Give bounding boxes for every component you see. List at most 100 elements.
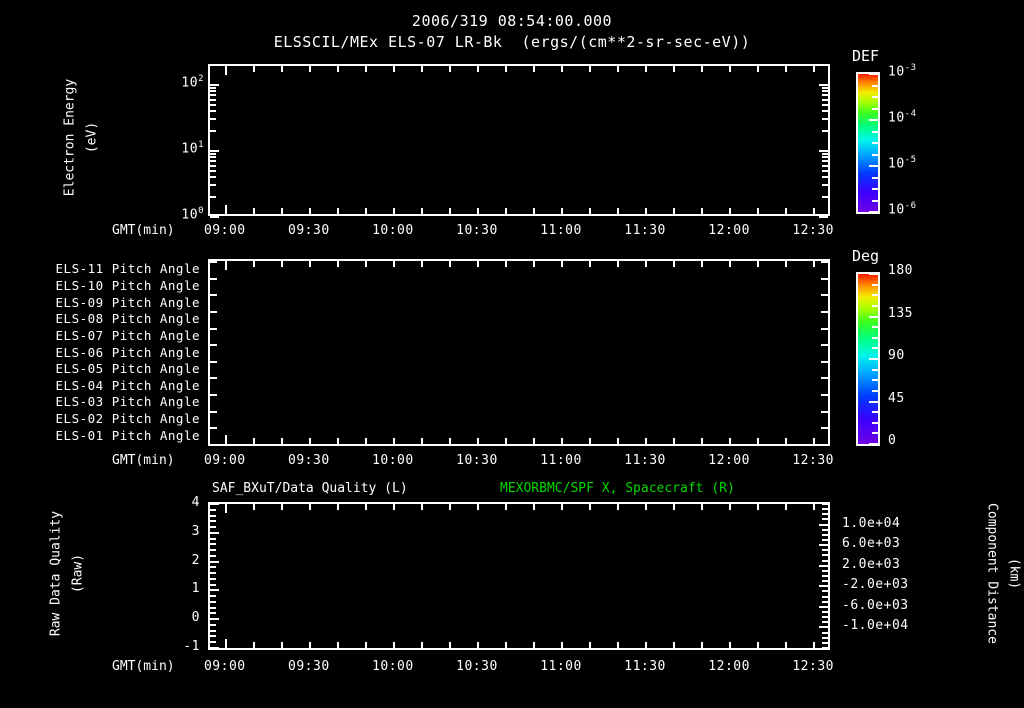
axis-tick bbox=[872, 131, 878, 133]
axis-tick bbox=[701, 642, 703, 648]
deg-colorbar-title: Deg bbox=[852, 247, 880, 265]
axis-tick bbox=[210, 641, 216, 643]
axis-tick bbox=[561, 642, 563, 648]
axis-tick bbox=[813, 438, 815, 444]
def-colorbar-tick-label: 10-3 bbox=[888, 63, 917, 80]
panel1-x-tick-label: 09:00 bbox=[203, 223, 246, 238]
axis-tick bbox=[210, 311, 217, 313]
axis-tick bbox=[822, 196, 828, 198]
axis-tick bbox=[872, 142, 878, 144]
axis-tick bbox=[872, 305, 878, 307]
axis-tick bbox=[210, 104, 216, 106]
axis-tick bbox=[822, 503, 828, 505]
panel2-row-label: ELS-01 Pitch Angle bbox=[55, 427, 200, 443]
panel2-x-tick-label: 10:00 bbox=[372, 453, 414, 468]
axis-tick bbox=[822, 647, 828, 649]
axis-tick bbox=[225, 261, 227, 270]
axis-tick bbox=[477, 66, 479, 72]
axis-tick bbox=[821, 411, 828, 413]
axis-tick bbox=[365, 261, 367, 267]
axis-tick bbox=[872, 401, 878, 403]
axis-tick bbox=[729, 642, 731, 648]
axis-tick bbox=[505, 504, 507, 510]
axis-tick bbox=[822, 544, 828, 546]
axis-tick bbox=[449, 208, 451, 214]
panel1-x-tick-label: 11:00 bbox=[540, 223, 582, 238]
axis-tick bbox=[210, 216, 219, 218]
axis-tick bbox=[645, 438, 647, 444]
axis-tick bbox=[617, 261, 619, 267]
axis-tick bbox=[210, 99, 216, 101]
def-colorbar-title: DEF bbox=[852, 47, 880, 65]
axis-tick bbox=[210, 411, 217, 413]
axis-tick bbox=[813, 261, 815, 267]
axis-tick bbox=[872, 177, 878, 179]
axis-tick bbox=[421, 642, 423, 648]
axis-tick bbox=[872, 73, 878, 75]
axis-tick bbox=[309, 642, 311, 648]
axis-tick bbox=[822, 575, 828, 577]
axis-tick bbox=[617, 642, 619, 648]
axis-tick bbox=[822, 616, 828, 618]
panel2-row-label: ELS-05 Pitch Angle bbox=[55, 361, 200, 377]
panel2-row-label: ELS-04 Pitch Angle bbox=[55, 377, 200, 393]
axis-tick bbox=[813, 504, 815, 510]
axis-tick bbox=[337, 504, 339, 510]
axis-tick bbox=[210, 555, 216, 557]
panel2-x-tick-label: 12:30 bbox=[792, 453, 834, 468]
axis-tick bbox=[393, 66, 395, 72]
axis-tick bbox=[822, 518, 828, 520]
axis-tick bbox=[225, 504, 227, 513]
axis-tick bbox=[210, 344, 217, 346]
axis-tick bbox=[281, 504, 283, 510]
axis-tick bbox=[225, 435, 227, 444]
axis-tick bbox=[872, 165, 878, 167]
axis-tick bbox=[822, 529, 828, 531]
axis-tick bbox=[757, 438, 759, 444]
axis-tick bbox=[822, 611, 828, 613]
axis-tick bbox=[729, 438, 731, 444]
panel3-right-y-tick-label: 2.0e+03 bbox=[842, 556, 901, 572]
axis-tick bbox=[421, 66, 423, 72]
axis-tick bbox=[393, 208, 395, 214]
axis-tick bbox=[477, 642, 479, 648]
axis-tick bbox=[337, 66, 339, 72]
axis-tick bbox=[872, 337, 878, 339]
axis-tick bbox=[822, 524, 828, 526]
def-colorbar-tick-label: 10-6 bbox=[888, 201, 917, 218]
axis-tick bbox=[822, 508, 828, 510]
axis-tick bbox=[757, 66, 759, 72]
axis-tick bbox=[872, 358, 878, 360]
panel3-x-tick-label: 10:30 bbox=[456, 659, 498, 674]
panel3-title-left: SAF_BXuT/Data Quality (L) bbox=[212, 481, 408, 496]
axis-tick bbox=[505, 261, 507, 267]
axis-tick bbox=[281, 208, 283, 214]
axis-tick bbox=[210, 90, 216, 92]
axis-tick bbox=[449, 438, 451, 444]
axis-tick bbox=[617, 208, 619, 214]
axis-tick bbox=[337, 208, 339, 214]
panel3-left-y-tick-label: 1 bbox=[191, 581, 200, 597]
axis-tick bbox=[757, 208, 759, 214]
axis-tick bbox=[822, 554, 828, 556]
panel2-x-axis-label: GMT(min) bbox=[112, 453, 175, 468]
axis-tick bbox=[822, 110, 828, 112]
panel3-x-tick-label: 11:30 bbox=[624, 659, 666, 674]
axis-tick bbox=[617, 66, 619, 72]
panel3-left-axis-label-line2: (Raw) bbox=[70, 553, 86, 594]
axis-tick bbox=[821, 344, 828, 346]
axis-tick bbox=[210, 601, 216, 603]
panel1-y-axis-label-line2: (eV) bbox=[84, 121, 100, 154]
axis-tick bbox=[210, 549, 216, 551]
axis-tick bbox=[533, 261, 535, 267]
axis-tick bbox=[673, 504, 675, 510]
axis-tick bbox=[822, 606, 828, 608]
axis-tick bbox=[210, 278, 217, 280]
axis-tick bbox=[533, 66, 535, 72]
panel3-left-y-tick-label: 4 bbox=[191, 495, 200, 510]
axis-tick bbox=[561, 66, 563, 72]
axis-tick bbox=[822, 601, 828, 603]
axis-tick bbox=[872, 273, 878, 275]
axis-tick bbox=[210, 377, 217, 379]
axis-tick bbox=[872, 432, 878, 434]
